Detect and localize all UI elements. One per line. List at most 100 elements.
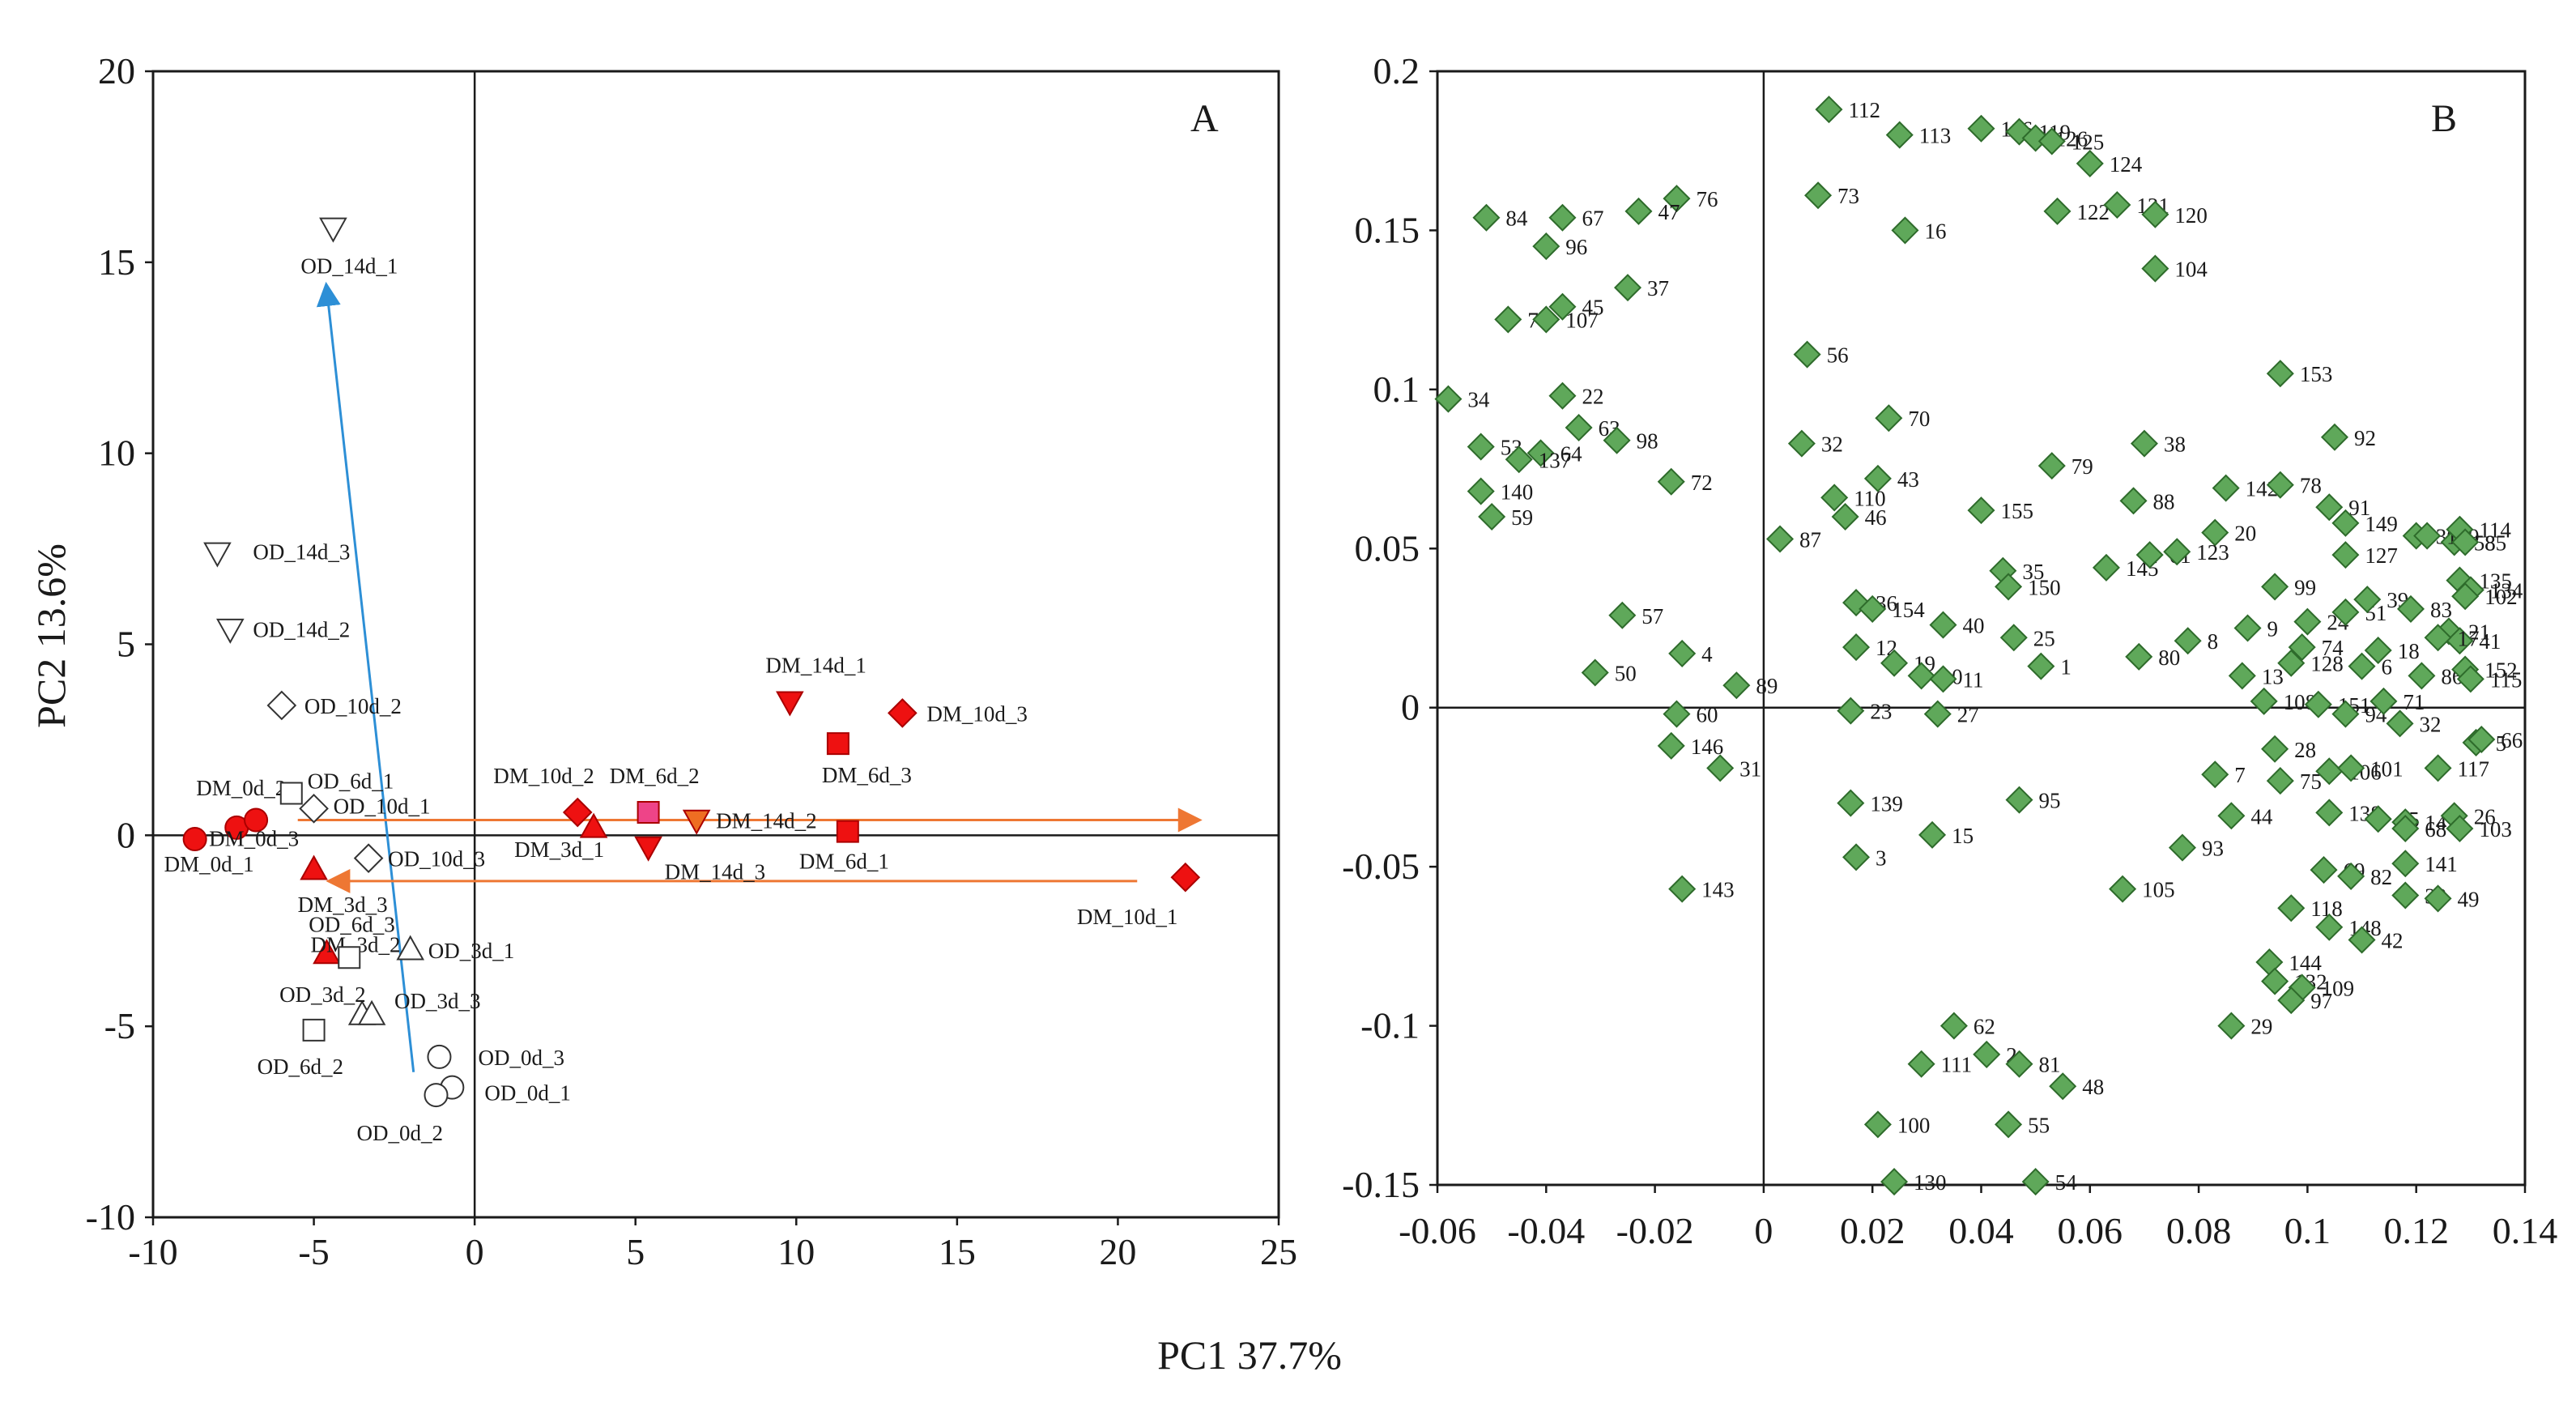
panel-b-point	[2163, 538, 2191, 566]
panel-b-point-label: 154	[1892, 598, 1925, 622]
panel-b-point-label: 18	[2398, 639, 2420, 663]
panel-b-point-label: 99	[2294, 575, 2316, 599]
panel-b-point	[1907, 662, 1935, 690]
panel-b-point	[2277, 894, 2306, 922]
panel-b-point	[1668, 639, 1697, 667]
panel-b-point-label: 93	[2202, 837, 2224, 861]
panel-b-point	[2413, 522, 2442, 550]
panel-b-point	[1526, 439, 1555, 467]
panel-b-point-label: 41	[2479, 629, 2501, 654]
panel-b-point	[1624, 197, 1653, 225]
panel-a-ytick-label: 0	[117, 814, 135, 855]
panel-b-point-label: 60	[1696, 703, 1718, 727]
panel-b-point	[2386, 709, 2414, 738]
panel-b-point-label: 150	[2028, 575, 2061, 599]
panel-b-point-label: 27	[1957, 703, 1979, 727]
panel-b-point-label: 109	[2322, 976, 2355, 1000]
panel-b-point-label: 11	[1962, 667, 1983, 692]
panel-b-point	[2451, 582, 2480, 611]
panel-b-point-label: 8	[2208, 629, 2219, 654]
panel-b-point	[1787, 429, 1816, 458]
panel-a-xtick-label: 15	[939, 1231, 976, 1272]
panel-b-point	[2261, 573, 2289, 601]
panel-b-point	[1863, 1110, 1892, 1139]
panel-b-xtick-label: -0.02	[1616, 1210, 1694, 1251]
panel-b-point-label: 9	[2267, 617, 2279, 641]
panel-b-point-label: 139	[1870, 792, 1903, 816]
panel-b-point	[2119, 487, 2148, 515]
panel-b-ytick-label: -0.1	[1360, 1005, 1420, 1046]
panel-b-point-label: 59	[1511, 505, 1533, 530]
panel-b-point-label: 78	[2300, 474, 2322, 498]
panel-b-point-label: 103	[2479, 817, 2512, 841]
panel-b-point	[1467, 432, 1495, 461]
panel-b-point	[1722, 671, 1751, 700]
panel-b-point	[2228, 662, 2256, 690]
panel-b-point	[1842, 633, 1871, 662]
panel-b-point	[1880, 649, 1909, 677]
panel-b-point-label: 135	[2479, 569, 2512, 594]
panel-b-ytick-label: 0.1	[1373, 369, 1420, 410]
panel-b-point	[1663, 700, 1691, 728]
panel-b-point	[2005, 786, 2033, 814]
panel-b-point-label: 89	[1756, 674, 1778, 698]
panel-b-point-label: 110	[1854, 486, 1886, 510]
panel-b-point	[2353, 586, 2382, 614]
panel-b-point	[1608, 601, 1637, 629]
y-axis-title: PC2 13.6%	[28, 543, 74, 728]
panel-b-point-label: 25	[2033, 626, 2055, 650]
panel-b-point-label: 16	[1924, 219, 1946, 243]
panel-b-point-label: 45	[1582, 296, 1603, 320]
panel-b-point	[1815, 96, 1843, 124]
panel-b-point-label: 122	[2077, 200, 2110, 224]
panel-b-point-label: 43	[1897, 467, 1919, 492]
panel-b-point	[1831, 502, 1859, 531]
panel-b-point	[1657, 467, 1685, 496]
panel-b-point	[2467, 725, 2496, 754]
panel-b-point	[2076, 149, 2104, 177]
panel-a-point	[836, 820, 859, 843]
panel-a-ytick-label: 5	[117, 624, 135, 665]
panel-b-point-label: 64	[1561, 441, 1583, 466]
panel-b-point	[2174, 627, 2202, 655]
panel-b-point	[2364, 636, 2392, 665]
panel-a-point-label: DM_14d_1	[765, 653, 866, 677]
panel-a-frame	[151, 70, 1280, 1219]
panel-b-point-label: 81	[2039, 1053, 2061, 1077]
panel-b-point	[2391, 850, 2420, 878]
panel-a-point	[216, 618, 245, 644]
panel-b-point	[2315, 913, 2344, 941]
panel-b-point	[1478, 502, 1506, 531]
panel-b-point	[1929, 611, 1957, 639]
panel-b-point	[2130, 429, 2158, 458]
panel-b-point	[1907, 1050, 1935, 1078]
panel-b-point-label: 155	[2001, 499, 2034, 523]
panel-b-point-label: 87	[1799, 528, 1821, 552]
panel-b-point-label: 13	[2262, 664, 2284, 688]
panel-b-point-label: 38	[2164, 432, 2186, 457]
panel-b-point-label: 42	[2382, 929, 2404, 953]
panel-b-point	[2451, 528, 2480, 556]
panel-b-point	[1494, 305, 1522, 334]
panel-b-point	[2424, 884, 2452, 913]
panel-a-point	[579, 812, 608, 838]
panel-b-ytick-label: 0	[1401, 687, 1420, 728]
panel-a-xtick-label: 10	[777, 1231, 815, 1272]
panel-a-point-label: OD_14d_2	[253, 618, 350, 642]
panel-b-xtick-label: 0.08	[2166, 1210, 2232, 1251]
panel-b-letter: B	[2431, 97, 2457, 140]
panel-b-point	[2424, 624, 2452, 652]
panel-b-point	[2217, 1012, 2246, 1040]
panel-b-point	[2288, 633, 2316, 662]
panel-b-point	[1923, 700, 1952, 728]
panel-b-point	[2456, 665, 2484, 693]
panel-b-plot: -0.06 -0.04 -0.02 0 0.02 0.04 0.06 0.08 0.1 0.12 0…	[1342, 50, 2557, 1251]
panel-a-ytick-label: 20	[98, 50, 135, 92]
panel-a-point	[424, 1083, 449, 1108]
panel-b-point	[1766, 525, 1795, 553]
panel-b-point	[2217, 802, 2246, 830]
panel-b-point	[2277, 649, 2306, 677]
panel-b-point-label: 26	[2474, 804, 2496, 829]
panel-b-point-label: 96	[1565, 235, 1587, 259]
